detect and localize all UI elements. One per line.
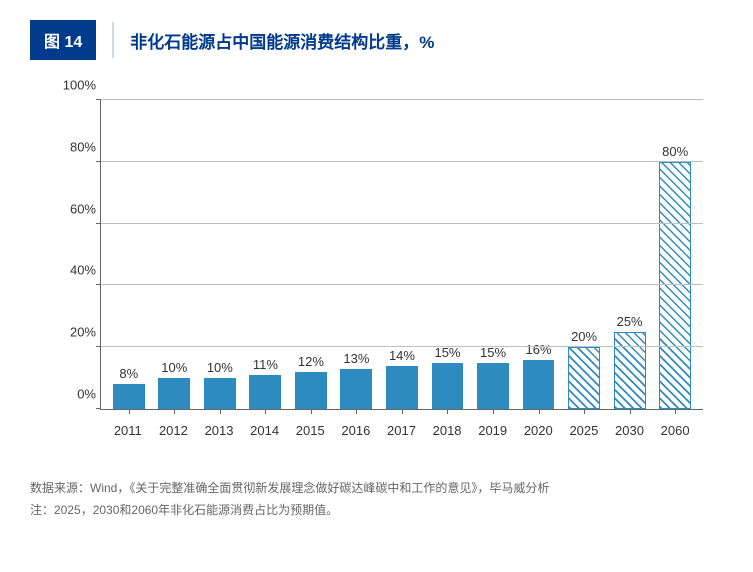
bar-value-label: 10% (207, 360, 233, 375)
source-text: 数据来源：Wind，《关于完整准确全面贯彻新发展理念做好碳达峰碳中和工作的意见》… (30, 478, 723, 500)
x-tick-mark (402, 409, 403, 414)
x-tick-label: 2011 (105, 423, 151, 438)
bar-group: 13% (334, 100, 380, 409)
bar-value-label: 20% (571, 329, 597, 344)
chart-title: 非化石能源占中国能源消费结构比重，% (130, 28, 434, 53)
bar (295, 372, 327, 409)
bar-group: 16% (516, 100, 562, 409)
y-tick-label: 40% (46, 263, 96, 278)
y-tick-label: 20% (46, 325, 96, 340)
bar (113, 384, 145, 409)
x-tick-label: 2017 (379, 423, 425, 438)
bar (249, 375, 281, 409)
x-tick-label: 2019 (470, 423, 516, 438)
x-tick-mark (493, 409, 494, 414)
x-tick-mark (447, 409, 448, 414)
x-tick-label: 2018 (424, 423, 470, 438)
x-tick-label: 2030 (607, 423, 653, 438)
y-tick-label: 60% (46, 201, 96, 216)
x-tick-label: 2020 (515, 423, 561, 438)
bar-value-label: 80% (662, 144, 688, 159)
bar-group: 14% (379, 100, 425, 409)
bar-group: 80% (652, 100, 698, 409)
gridline (101, 223, 703, 224)
bars-container: 8% 10% 10% 11% 12% 13% 14% 15%15% 16% 20% 25% 80% (101, 100, 703, 409)
x-tick-mark (265, 409, 266, 414)
bar (340, 369, 372, 409)
bar-group: 15% (470, 100, 516, 409)
x-tick-mark (220, 409, 221, 414)
bar (158, 378, 190, 409)
x-tick-mark (311, 409, 312, 414)
y-tick-mark (96, 408, 101, 409)
bar (477, 363, 509, 409)
bar (386, 366, 418, 409)
x-tick-label: 2016 (333, 423, 379, 438)
bar-value-label: 8% (119, 366, 138, 381)
x-tick-label: 2012 (151, 423, 197, 438)
bar-value-label: 16% (526, 342, 552, 357)
bar-group: 20% (561, 100, 607, 409)
x-tick-mark (356, 409, 357, 414)
x-tick-mark (630, 409, 631, 414)
x-tick-mark (174, 409, 175, 414)
y-tick-mark (96, 99, 101, 100)
y-tick-label: 100% (46, 78, 96, 93)
figure-badge: 图 14 (30, 20, 96, 60)
bar-group: 12% (288, 100, 334, 409)
bar-value-label: 12% (298, 354, 324, 369)
y-tick-mark (96, 161, 101, 162)
bar (204, 378, 236, 409)
bar (614, 332, 646, 409)
x-tick-label: 2060 (652, 423, 698, 438)
bar-group: 11% (243, 100, 289, 409)
bar-value-label: 13% (343, 351, 369, 366)
bar-group: 15% (425, 100, 471, 409)
gridline (101, 284, 703, 285)
bar-group: 25% (607, 100, 653, 409)
y-tick-label: 80% (46, 139, 96, 154)
bar (523, 360, 555, 409)
bar-group: 10% (152, 100, 198, 409)
bar-value-label: 25% (617, 314, 643, 329)
bar (568, 347, 600, 409)
y-tick-mark (96, 284, 101, 285)
bar-group: 10% (197, 100, 243, 409)
bar (432, 363, 464, 409)
x-tick-label: 2013 (196, 423, 242, 438)
gridline (101, 99, 703, 100)
x-tick-mark (539, 409, 540, 414)
gridline (101, 161, 703, 162)
x-tick-label: 2014 (242, 423, 288, 438)
x-axis-ticks: 2011201220132014201520162017201820192020… (100, 423, 703, 438)
gridline (101, 346, 703, 347)
separator (112, 22, 114, 58)
y-tick-mark (96, 346, 101, 347)
plot-area: 8%10%10%11%12%13%14%15%15%16%20%25%80% 0… (100, 100, 703, 410)
x-tick-mark (675, 409, 676, 414)
bar-value-label: 14% (389, 348, 415, 363)
footer: 数据来源：Wind，《关于完整准确全面贯彻新发展理念做好碳达峰碳中和工作的意见》… (0, 460, 753, 521)
note-text: 注：2025，2030和2060年非化石能源消费占比为预期值。 (30, 500, 723, 522)
bar-group: 8% (106, 100, 152, 409)
y-tick-label: 0% (46, 387, 96, 402)
y-tick-mark (96, 223, 101, 224)
x-tick-label: 2025 (561, 423, 607, 438)
x-tick-mark (129, 409, 130, 414)
bar-value-label: 11% (253, 357, 278, 372)
bar (659, 162, 691, 409)
header: 图 14 非化石能源占中国能源消费结构比重，% (0, 0, 753, 70)
x-tick-label: 2015 (287, 423, 333, 438)
bar-value-label: 10% (161, 360, 187, 375)
x-tick-mark (584, 409, 585, 414)
chart: 8% 10% 10% 11% 12% 13% 14% 15%15% 16% 20% 25% 80% 0… (40, 90, 713, 450)
